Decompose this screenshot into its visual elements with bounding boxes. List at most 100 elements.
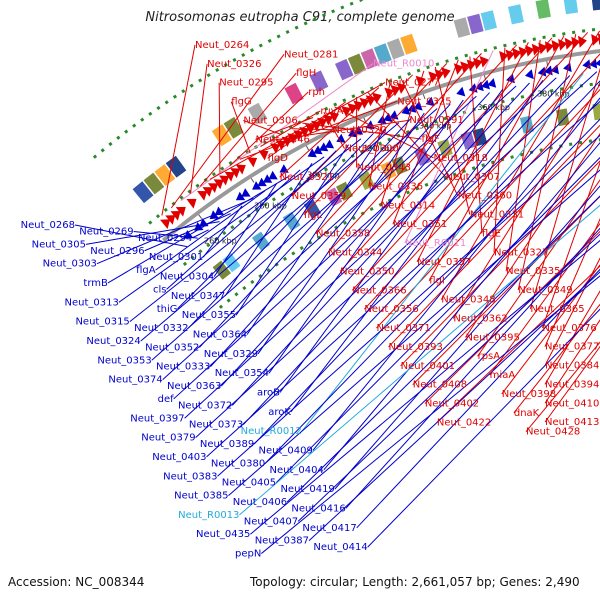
gene-label: Neut_0327	[494, 247, 548, 258]
forward-gene-arrow	[165, 215, 176, 225]
leader-line	[301, 73, 584, 432]
leader-line	[291, 74, 413, 197]
leader-line	[544, 290, 600, 385]
leader-line	[228, 169, 600, 496]
leader-line	[96, 197, 254, 265]
leader-line	[270, 119, 410, 141]
reverse-gene-arrow	[313, 145, 323, 155]
gene-label: flgH	[296, 68, 316, 79]
gene-label: Neut_0300	[345, 144, 399, 155]
gene-label: Neut_0387	[255, 536, 309, 547]
leader-line	[452, 83, 600, 319]
gene-label: Neut_0329	[204, 349, 258, 360]
gene-label: Neut_0408	[413, 380, 467, 391]
gene-label: Neut_0324	[86, 336, 140, 347]
leader-line	[327, 44, 517, 253]
gene-label: flgG	[231, 97, 251, 108]
gene-label: Neut_0422	[437, 417, 491, 428]
gene-label: Neut_0416	[291, 503, 345, 514]
forward-gene-arrow	[597, 33, 600, 45]
leader-line	[544, 319, 600, 404]
cog-block	[592, 103, 600, 121]
gene-label: Neut_0363	[167, 381, 221, 392]
gene-label: Neut_0393	[389, 342, 443, 353]
cog-block	[591, 0, 600, 11]
gene-label: Neut_0318	[434, 153, 488, 164]
gene-label: Neut_0333	[156, 362, 210, 373]
reverse-gene-arrow	[324, 139, 335, 149]
gene-label: Neut_0405	[222, 478, 276, 489]
cog-block	[437, 138, 453, 158]
gene-label: Neut_R0012	[241, 426, 302, 437]
leader-line	[493, 47, 506, 253]
cog-block	[563, 0, 579, 15]
topology-summary: Topology: circular; Length: 2,661,057 bp…	[250, 575, 580, 589]
gene-label: Neut_0406	[233, 497, 287, 508]
kbp-tick-label: 360 kbp	[477, 103, 510, 112]
gene-label: Neut_0331	[470, 210, 524, 221]
gene-label: Neut_0264	[195, 40, 249, 51]
reverse-gene-arrow	[268, 170, 278, 180]
cog-block	[336, 181, 353, 201]
forward-gene-arrow	[479, 56, 489, 68]
gene-label: Neut_0402	[425, 399, 479, 410]
leader-line	[151, 108, 438, 361]
leader-line	[144, 213, 231, 252]
leader-line	[544, 217, 600, 347]
leader-line	[544, 345, 600, 423]
forward-gene-arrow	[390, 85, 401, 97]
leader-line	[376, 88, 600, 329]
gene-label: Neut_0385	[174, 491, 228, 502]
reverse-gene-arrow	[595, 59, 600, 67]
gene-label: flgE	[482, 228, 501, 239]
kbp-tick-label: 280 kbp	[254, 202, 287, 211]
leader-line	[170, 53, 285, 209]
forward-gene-arrow	[224, 171, 235, 182]
leader-line	[434, 66, 471, 215]
gene-label: Neut_R0011	[405, 238, 466, 249]
gene-label: Neut_0277	[385, 77, 439, 88]
reverse-gene-arrow	[307, 148, 317, 158]
forward-gene-arrow	[371, 92, 382, 104]
cog-block	[453, 17, 471, 38]
gene-label: Neut_0417	[302, 523, 356, 534]
gene-label: Neut_0301	[149, 252, 203, 263]
gene-label: flgA	[136, 265, 156, 276]
leader-line	[388, 124, 600, 348]
forward-gene-arrow	[341, 106, 352, 117]
reverse-gene-arrow	[537, 66, 547, 77]
gene-label: Neut_0352	[145, 342, 199, 353]
kbp-tick-label: 380 kbp	[537, 90, 570, 99]
gene-label: Neut_0294	[138, 233, 192, 244]
gene-label: Neut_0307	[446, 172, 500, 183]
gene-label: Neut_0377	[545, 342, 599, 353]
leader-line	[209, 82, 386, 180]
leader-line	[436, 265, 600, 423]
gene-label: Neut_0305	[32, 239, 86, 250]
leader-line	[315, 53, 482, 235]
reverse-gene-arrow	[481, 79, 490, 90]
gene-arrows	[132, 0, 600, 280]
leader-line	[118, 156, 325, 303]
gene-label: flgF	[421, 134, 440, 145]
cog-block	[467, 13, 484, 35]
leader-line	[367, 308, 600, 548]
forward-gene-arrow	[186, 198, 197, 209]
leader-line	[517, 33, 577, 291]
forward-gene-arrow	[512, 48, 522, 60]
gene-label: Neut_0413	[545, 417, 599, 428]
cog-block	[247, 102, 268, 125]
gene-label: Neut_0325	[397, 96, 451, 107]
forward-gene-arrow	[175, 206, 186, 217]
gene-label: ruvA	[320, 106, 343, 117]
leader-line	[255, 117, 314, 140]
cog-block	[223, 116, 244, 139]
leader-line	[261, 275, 600, 554]
leader-line	[268, 99, 464, 374]
leader-line	[210, 103, 451, 368]
leader-line	[192, 229, 209, 239]
cog-block	[335, 58, 354, 81]
leader-line	[246, 127, 387, 335]
gene-label: Neut_0371	[376, 323, 430, 334]
